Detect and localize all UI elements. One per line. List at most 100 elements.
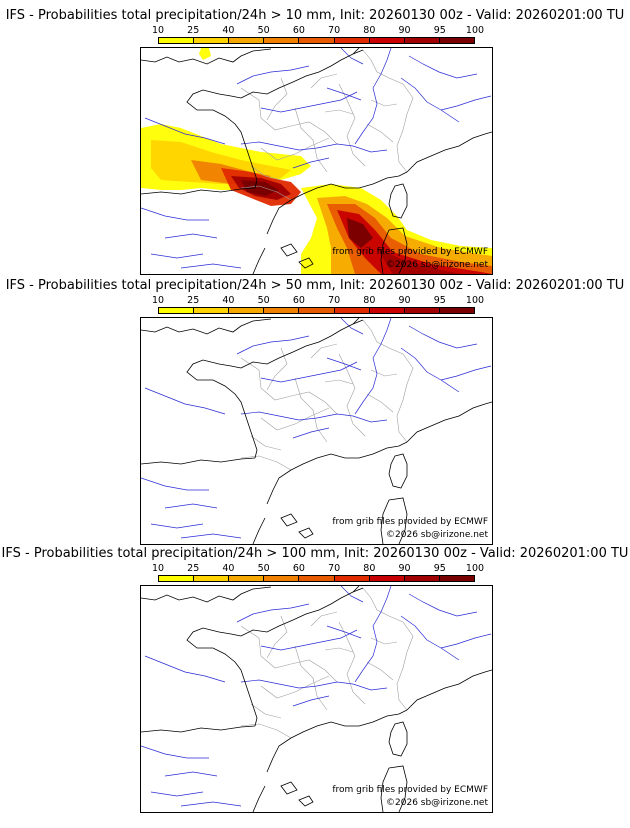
coastline bbox=[290, 709, 408, 739]
river bbox=[164, 771, 218, 777]
color-scale-tick-label: 100 bbox=[465, 25, 485, 36]
river bbox=[144, 117, 226, 145]
coastline bbox=[298, 527, 314, 539]
color-scale-swatch bbox=[264, 38, 300, 43]
credit-source: from grib files provided by ECMWF bbox=[332, 517, 488, 527]
admin-border bbox=[294, 645, 328, 711]
river bbox=[372, 318, 392, 359]
color-scale-tick-label: 50 bbox=[257, 563, 270, 574]
credit-copyright: ©2026 sb@irizone.net bbox=[386, 260, 488, 270]
river bbox=[440, 95, 492, 111]
color-scale-swatch bbox=[439, 308, 474, 313]
coastlines bbox=[141, 48, 492, 274]
color-scale-swatch bbox=[229, 576, 265, 581]
color-scale-tick-label: 90 bbox=[398, 25, 411, 36]
admin-border bbox=[260, 675, 330, 699]
river bbox=[440, 365, 492, 381]
color-scale-swatch bbox=[159, 38, 195, 43]
panel-title: IFS - Probabilities total precipitation/… bbox=[1, 546, 629, 561]
river bbox=[400, 347, 460, 393]
coastline bbox=[240, 131, 258, 189]
admin-border bbox=[370, 99, 398, 107]
admin-border bbox=[294, 377, 328, 443]
coastline bbox=[186, 627, 242, 671]
river bbox=[164, 233, 218, 239]
color-scale-swatch bbox=[229, 38, 265, 43]
admin-border bbox=[240, 185, 292, 201]
color-scale-tick-label: 60 bbox=[292, 563, 305, 574]
color-scale-swatch bbox=[264, 576, 300, 581]
color-scale-swatch bbox=[194, 38, 230, 43]
river bbox=[240, 679, 318, 689]
river bbox=[372, 48, 392, 89]
credit-copyright: ©2026 sb@irizone.net bbox=[386, 530, 488, 540]
coastline bbox=[352, 586, 360, 593]
precip-probability-area bbox=[377, 248, 461, 274]
river bbox=[144, 387, 226, 415]
river bbox=[354, 625, 378, 683]
river bbox=[150, 253, 204, 259]
precip-probability-area bbox=[241, 180, 279, 196]
precip-probability-area bbox=[347, 218, 373, 248]
river bbox=[326, 357, 362, 371]
coastline bbox=[240, 587, 364, 637]
coastline bbox=[290, 441, 408, 471]
color-scale-tick-label: 50 bbox=[257, 25, 270, 36]
map-canvas bbox=[141, 318, 492, 544]
coastline bbox=[298, 257, 314, 269]
map-canvas bbox=[141, 48, 492, 274]
coastline bbox=[141, 586, 272, 603]
coastline bbox=[406, 669, 492, 711]
color-scale-tick-label: 70 bbox=[328, 563, 341, 574]
color-scale-tick-label: 25 bbox=[187, 25, 200, 36]
color-scale-labels: 10 25 40 50 60 70 80 90 95 100 bbox=[0, 25, 630, 36]
color-scale-labels: 10 25 40 50 60 70 80 90 95 100 bbox=[0, 563, 630, 574]
river bbox=[141, 207, 209, 221]
coastline bbox=[186, 89, 242, 133]
river bbox=[316, 681, 388, 691]
river bbox=[292, 157, 330, 169]
admin-border bbox=[294, 107, 328, 173]
coastline bbox=[388, 497, 408, 544]
color-scale-tick-label: 10 bbox=[151, 295, 165, 306]
coastline bbox=[240, 669, 258, 727]
admin-border bbox=[362, 49, 414, 173]
coastline bbox=[240, 49, 364, 99]
probability-map: from grib files provided by ECMWF ©2026 … bbox=[140, 47, 493, 275]
color-scale-swatch bbox=[299, 308, 335, 313]
color-scale-tick-label: 60 bbox=[292, 295, 305, 306]
panel-title: IFS - Probabilities total precipitation/… bbox=[5, 278, 625, 293]
river bbox=[340, 48, 364, 65]
color-scale-swatch bbox=[159, 308, 195, 313]
river bbox=[292, 695, 330, 707]
coastline bbox=[141, 187, 256, 195]
river bbox=[236, 335, 310, 355]
map-canvas bbox=[141, 586, 492, 812]
coastline bbox=[380, 767, 390, 812]
river bbox=[326, 87, 362, 101]
river bbox=[164, 503, 218, 509]
admin-border bbox=[362, 587, 414, 711]
coastline bbox=[141, 318, 272, 335]
color-scale-tick-label: 100 bbox=[465, 295, 485, 306]
admin-border bbox=[250, 165, 282, 181]
color-scale-swatch bbox=[159, 576, 195, 581]
admin-border bbox=[310, 343, 338, 359]
admin-border bbox=[240, 357, 338, 415]
coastline bbox=[280, 243, 298, 257]
color-scale-swatch bbox=[369, 38, 405, 43]
river bbox=[400, 77, 460, 123]
color-scale-tick-label: 80 bbox=[363, 25, 376, 36]
coastline bbox=[266, 737, 292, 773]
coastline bbox=[388, 227, 408, 274]
river bbox=[408, 593, 478, 617]
river bbox=[240, 411, 318, 421]
panel-10mm: IFS - Probabilities total precipitation/… bbox=[0, 8, 630, 278]
admin-border bbox=[240, 723, 292, 739]
coastline bbox=[388, 721, 408, 757]
color-scale-bar bbox=[158, 307, 475, 314]
coastline bbox=[290, 171, 408, 201]
color-scale-swatch bbox=[229, 308, 265, 313]
river bbox=[372, 586, 392, 627]
color-scale-tick-label: 25 bbox=[187, 295, 200, 306]
